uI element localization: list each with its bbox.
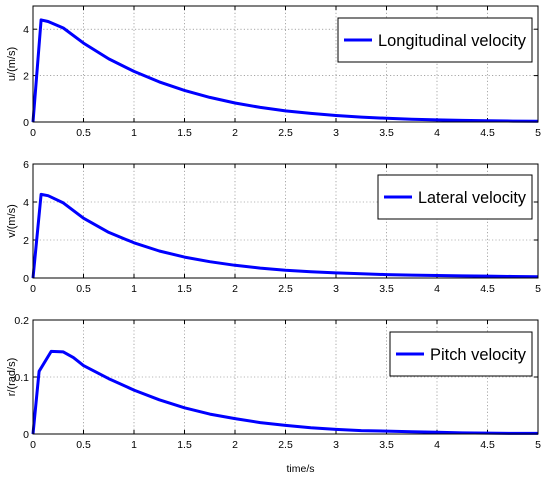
legend: Longitudinal velocity xyxy=(337,17,533,63)
y-tick-label: 0.2 xyxy=(14,315,29,327)
x-axis-label: time/s xyxy=(286,463,314,475)
y-tick-label: 0.1 xyxy=(14,372,29,384)
x-tick-label: 3 xyxy=(333,439,339,451)
x-tick-label: 4 xyxy=(434,439,440,451)
axes-box xyxy=(32,5,539,123)
x-tick-label: 0 xyxy=(30,283,36,295)
x-tick-label: 2 xyxy=(232,439,238,451)
x-tick-label: 1.5 xyxy=(177,439,192,451)
x-tick-label: 2.5 xyxy=(278,127,293,139)
y-axis-label: r/(rad/s) xyxy=(6,358,18,397)
x-tick-label: 0 xyxy=(30,439,36,451)
x-tick-label: 2 xyxy=(232,127,238,139)
x-tick-label: 2.5 xyxy=(278,439,293,451)
x-tick-label: 0.5 xyxy=(76,283,91,295)
x-tick-label: 2 xyxy=(232,283,238,295)
legend: Lateral velocity xyxy=(377,174,533,220)
axes-box xyxy=(32,163,539,279)
y-tick-label: 4 xyxy=(23,197,29,209)
x-tick-label: 1.5 xyxy=(177,127,192,139)
y-tick-label: 2 xyxy=(23,235,29,247)
y-tick-label: 2 xyxy=(23,71,29,83)
x-tick-label: 4 xyxy=(434,283,440,295)
x-tick-label: 2.5 xyxy=(278,283,293,295)
x-tick-label: 5 xyxy=(535,283,541,295)
subplot-3: 0 0.5 1 1.5 2 2.5 3 3.5 4 4.5 5 0 0.1 0.2 r/(rad/s) tim… xyxy=(6,315,541,475)
axes-box xyxy=(32,319,539,435)
x-tick-label: 1 xyxy=(131,439,137,451)
legend-label: Longitudinal velocity xyxy=(378,31,526,50)
subplot-1: 0 0.5 1 1.5 2 2.5 3 3.5 4 4.5 5 0 2 4 u/(m/s) Longitudi… xyxy=(6,5,541,139)
x-tick-label: 3.5 xyxy=(379,283,394,295)
x-tick-label: 5 xyxy=(535,439,541,451)
x-tick-label: 4 xyxy=(434,127,440,139)
x-tick-label: 5 xyxy=(535,127,541,139)
y-tick-label: 6 xyxy=(23,159,29,171)
legend-label: Pitch velocity xyxy=(430,345,526,364)
x-tick-label: 0 xyxy=(30,127,36,139)
x-tick-label: 0.5 xyxy=(76,127,91,139)
y-axis-label: u/(m/s) xyxy=(6,47,18,81)
y-axis-label: v/(m/s) xyxy=(6,204,18,238)
x-tick-label: 4.5 xyxy=(480,127,495,139)
subplot-2: 0 0.5 1 1.5 2 2.5 3 3.5 4 4.5 5 0 2 4 6 v/(m/s) Lateral … xyxy=(6,159,541,295)
y-tick-label: 0 xyxy=(23,429,29,441)
y-tick-label: 0 xyxy=(23,117,29,129)
y-tick-label: 4 xyxy=(23,24,29,36)
x-tick-label: 1 xyxy=(131,127,137,139)
series-line-1 xyxy=(31,349,538,435)
x-tick-label: 0.5 xyxy=(76,439,91,451)
series-line-1 xyxy=(31,192,539,279)
legend-label: Lateral velocity xyxy=(418,188,526,207)
x-tick-label: 1.5 xyxy=(177,283,192,295)
x-tick-label: 3 xyxy=(333,127,339,139)
x-tick-label: 4.5 xyxy=(480,283,495,295)
legend: Pitch velocity xyxy=(389,331,533,377)
y-tick-label: 0 xyxy=(23,273,29,285)
x-tick-label: 3.5 xyxy=(379,127,394,139)
x-tick-label: 4.5 xyxy=(480,439,495,451)
series-line-1 xyxy=(31,18,539,123)
x-tick-label: 3 xyxy=(333,283,339,295)
x-tick-label: 3.5 xyxy=(379,439,394,451)
x-tick-label: 1 xyxy=(131,283,137,295)
